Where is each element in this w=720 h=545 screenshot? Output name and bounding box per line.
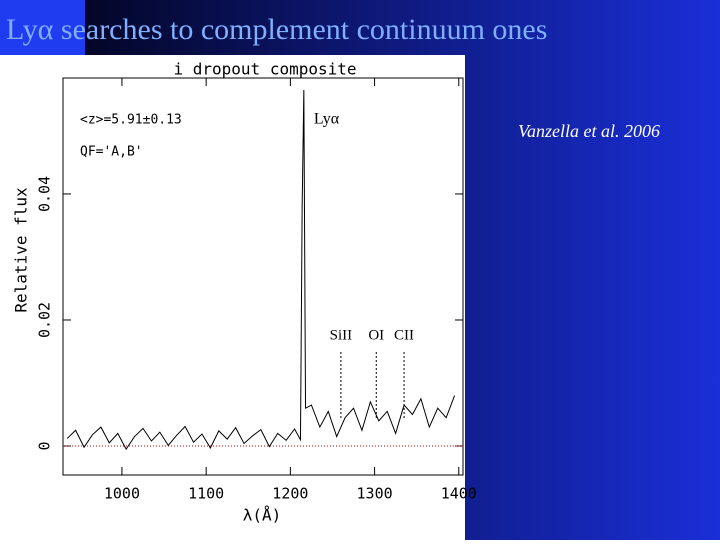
x-tick-label: 1100 bbox=[188, 485, 224, 503]
title-block bbox=[0, 0, 85, 55]
annotation: QF='A,B' bbox=[80, 145, 143, 160]
x-axis-label: λ(Å) bbox=[243, 506, 282, 525]
peak-label: Lyα bbox=[314, 111, 340, 128]
annotation: <z>=5.91±0.13 bbox=[80, 113, 182, 128]
chart-title: i dropout composite bbox=[173, 60, 356, 79]
x-tick-label: 1000 bbox=[104, 485, 140, 503]
x-tick-label: 1300 bbox=[357, 485, 393, 503]
line-marker-label: OI bbox=[368, 327, 384, 343]
y-tick-label: 0 bbox=[36, 441, 54, 450]
plot-frame bbox=[62, 77, 464, 476]
x-tick-label: 1400 bbox=[441, 485, 477, 503]
slide-title: Lyα searches to complement continuum one… bbox=[6, 13, 547, 46]
spectrum bbox=[66, 89, 456, 451]
y-tick-label: 0.04 bbox=[36, 176, 54, 212]
credit: Vanzella et al. 2006 bbox=[518, 121, 660, 141]
plot: i dropout composite λ(Å) Relative flux <… bbox=[12, 60, 477, 525]
y-tick-label: 0.02 bbox=[36, 302, 54, 338]
x-tick-label: 1200 bbox=[272, 485, 308, 503]
figure-panel bbox=[0, 55, 465, 540]
line-marker-label: CII bbox=[394, 327, 414, 343]
y-axis-label: Relative flux bbox=[12, 187, 31, 313]
line-marker-label: SiII bbox=[330, 327, 353, 343]
